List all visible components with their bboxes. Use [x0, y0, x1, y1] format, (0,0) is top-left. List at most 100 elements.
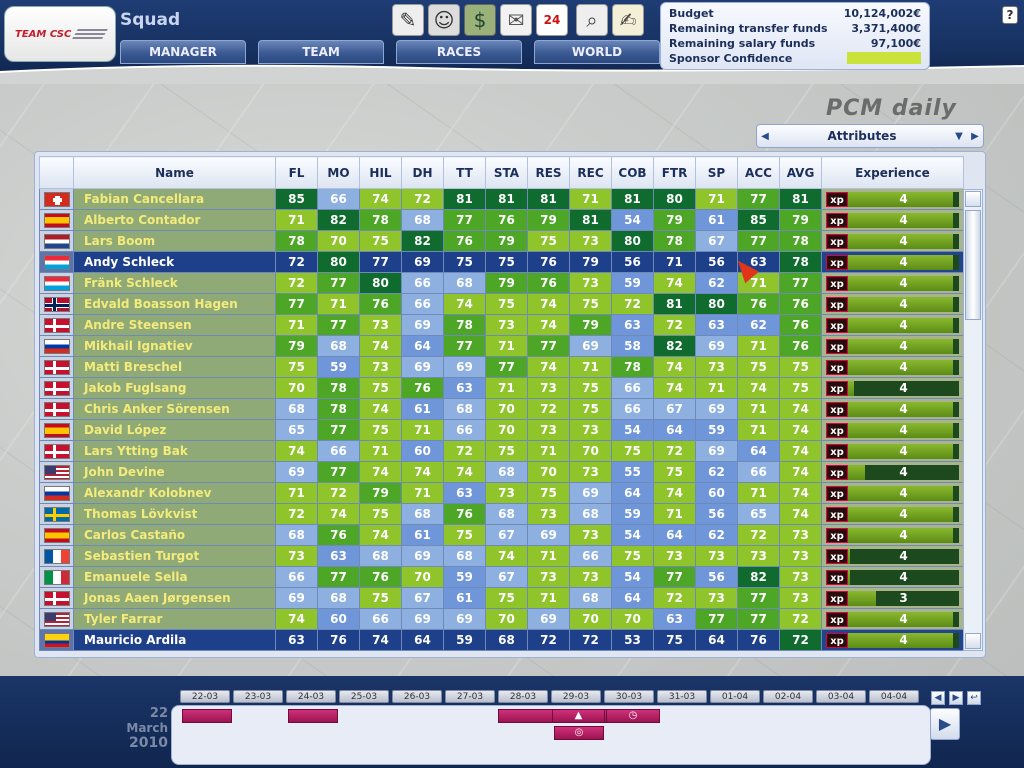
column-header-experience[interactable]: Experience — [821, 156, 964, 189]
column-header-sta[interactable]: STA — [485, 156, 528, 189]
help-button[interactable]: ? — [1002, 6, 1018, 24]
rider-row[interactable]: Lars Boom 78 70 75 82 76 79 75 73 80 78 67 77 78 xp 4 — [39, 230, 964, 252]
calendar-icon[interactable]: 24 — [536, 4, 568, 36]
rider-name[interactable]: Carlos Castaño — [73, 524, 276, 546]
nav-manager-button[interactable]: MANAGER — [120, 40, 246, 64]
rider-row[interactable]: Thomas Lövkvist 72 74 75 68 76 68 73 68 59 71 56 65 7… — [39, 503, 964, 525]
notes-icon[interactable]: ✍ — [612, 4, 644, 36]
column-header-hil[interactable]: HIL — [359, 156, 402, 189]
rider-name[interactable]: Chris Anker Sörensen — [73, 398, 276, 420]
calendar-return-icon[interactable]: ↩ — [967, 691, 981, 705]
calendar-date[interactable]: 22-03 — [180, 690, 230, 703]
calendar-date[interactable]: 29-03 — [551, 690, 601, 703]
rider-row[interactable]: Lars Ytting Bak 74 66 71 60 72 75 71 70 75 72 69 64 7… — [39, 440, 964, 462]
rider-name[interactable]: Tyler Farrar — [73, 608, 276, 630]
calendar-date[interactable]: 24-03 — [286, 690, 336, 703]
rider-row[interactable]: John Devine 69 77 74 74 74 68 70 73 55 75 62 66 74 xp 4 — [39, 461, 964, 483]
scroll-up-arrow-icon[interactable] — [965, 191, 981, 207]
column-header-flag[interactable] — [39, 156, 74, 189]
rider-name[interactable]: Andy Schleck — [73, 251, 276, 273]
rider-row[interactable]: Sebastien Turgot 73 63 68 69 68 74 71 66 75 73 73 73… — [39, 545, 964, 567]
nav-races-button[interactable]: RACES — [396, 40, 522, 64]
column-header-acc[interactable]: ACC — [737, 156, 780, 189]
rider-row[interactable]: Jakob Fuglsang 70 78 75 76 63 71 73 75 66 74 71 74 75… — [39, 377, 964, 399]
rider-name[interactable]: Jonas Aaen Jørgensen — [73, 587, 276, 609]
calendar-prev-icon[interactable]: ◀ — [931, 691, 945, 705]
nav-world-button[interactable]: WORLD — [534, 40, 660, 64]
column-header-fl[interactable]: FL — [275, 156, 318, 189]
rider-name[interactable]: Matti Breschel — [73, 356, 276, 378]
team-car-icon[interactable]: ▲ — [552, 709, 605, 723]
column-header-mo[interactable]: MO — [317, 156, 360, 189]
calendar-date[interactable]: 23-03 — [233, 690, 283, 703]
mail-icon[interactable]: ✉ — [500, 4, 532, 36]
rider-name[interactable]: Mauricio Ardila — [73, 629, 276, 651]
rider-row[interactable]: Fränk Schleck 72 77 80 66 68 79 76 73 59 74 62 71 77 x… — [39, 272, 964, 294]
rider-name[interactable]: Lars Ytting Bak — [73, 440, 276, 462]
calendar-date[interactable]: 04-04 — [869, 690, 919, 703]
column-header-avg[interactable]: AVG — [779, 156, 822, 189]
calendar-date[interactable]: 30-03 — [604, 690, 654, 703]
rider-name[interactable]: Alexandr Kolobnev — [73, 482, 276, 504]
rider-row[interactable]: Emanuele Sella 66 77 76 70 59 67 73 73 54 77 56 82 73… — [39, 566, 964, 588]
rider-name[interactable]: Mikhail Ignatiev — [73, 335, 276, 357]
clock-icon[interactable]: ◷ — [606, 709, 660, 723]
rider-name[interactable]: John Devine — [73, 461, 276, 483]
rider-name[interactable]: David López — [73, 419, 276, 441]
nav-team-button[interactable]: TEAM — [258, 40, 384, 64]
chevron-down-icon[interactable]: ▼ — [955, 130, 963, 142]
rider-row[interactable]: Mauricio Ardila 63 76 74 64 59 68 72 72 53 75 64 76 7… — [39, 629, 964, 651]
rider-row[interactable]: Alberto Contador 71 82 78 68 77 76 79 81 54 79 61 85… — [39, 209, 964, 231]
column-header-cob[interactable]: COB — [611, 156, 654, 189]
calendar-date[interactable]: 02-04 — [763, 690, 813, 703]
race-event[interactable] — [288, 709, 338, 723]
calendar-date[interactable]: 28-03 — [498, 690, 548, 703]
column-header-res[interactable]: RES — [527, 156, 570, 189]
search-icon[interactable]: ⌕ — [576, 4, 608, 36]
column-header-tt[interactable]: TT — [443, 156, 486, 189]
calendar-next-icon[interactable]: ▶ — [949, 691, 963, 705]
prev-view-arrow-icon[interactable]: ◀ — [761, 130, 769, 142]
column-header-rec[interactable]: REC — [569, 156, 612, 189]
rider-name[interactable]: Alberto Contador — [73, 209, 276, 231]
rider-name[interactable]: Fabian Cancellara — [73, 188, 276, 210]
rider-row[interactable]: Alexandr Kolobnev 71 72 79 71 63 73 75 69 64 74 60 7… — [39, 482, 964, 504]
rider-name[interactable]: Fränk Schleck — [73, 272, 276, 294]
rider-row[interactable]: Andre Steensen 71 77 73 69 78 73 74 79 63 72 63 62 76… — [39, 314, 964, 336]
rider-row[interactable]: Andy Schleck 72 80 77 69 75 75 76 79 56 71 56 63 78 xp… — [39, 251, 964, 273]
rider-name[interactable]: Andre Steensen — [73, 314, 276, 336]
scroll-down-arrow-icon[interactable] — [965, 633, 981, 649]
rider-row[interactable]: Mikhail Ignatiev 79 68 74 64 77 71 77 69 58 82 69 71… — [39, 335, 964, 357]
training-camp-icon[interactable]: ◎ — [554, 726, 604, 740]
rider-name[interactable]: Thomas Lövkvist — [73, 503, 276, 525]
calendar-date[interactable]: 25-03 — [339, 690, 389, 703]
rider-row[interactable]: Tyler Farrar 74 60 66 69 69 70 69 70 70 63 77 77 72 xp… — [39, 608, 964, 630]
column-header-sp[interactable]: SP — [695, 156, 738, 189]
next-view-arrow-icon[interactable]: ▶ — [971, 130, 979, 142]
rider-row[interactable]: Matti Breschel 75 59 73 69 69 77 74 71 78 74 73 75 75… — [39, 356, 964, 378]
rider-row[interactable]: David López 65 77 75 71 66 70 73 73 54 64 59 71 74 xp 4 — [39, 419, 964, 441]
rider-name[interactable]: Lars Boom — [73, 230, 276, 252]
calendar-date[interactable]: 26-03 — [392, 690, 442, 703]
rider-name[interactable]: Edvald Boasson Hagen — [73, 293, 276, 315]
rider-row[interactable]: Fabian Cancellara 85 66 74 72 81 81 81 71 81 80 71 7… — [39, 188, 964, 210]
rider-row[interactable]: Jonas Aaen Jørgensen 69 68 75 67 61 75 71 68 64 72… — [39, 587, 964, 609]
scrollbar-thumb[interactable] — [965, 210, 981, 320]
attribute-selector[interactable]: ◀ Attributes ▼ ▶ — [756, 124, 984, 148]
contract-icon[interactable]: ✎ — [392, 4, 424, 36]
calendar-date[interactable]: 27-03 — [445, 690, 495, 703]
rider-name[interactable]: Sebastien Turgot — [73, 545, 276, 567]
rider-name[interactable]: Jakob Fuglsang — [73, 377, 276, 399]
race-event[interactable] — [182, 709, 232, 723]
table-scrollbar[interactable] — [963, 189, 983, 651]
finance-icon[interactable]: $ — [464, 4, 496, 36]
calendar-date[interactable]: 03-04 — [816, 690, 866, 703]
rider-row[interactable]: Carlos Castaño 68 76 74 61 75 67 69 73 54 64 62 72 73… — [39, 524, 964, 546]
rider-row[interactable]: Chris Anker Sörensen 68 78 74 61 68 70 72 75 66 67… — [39, 398, 964, 420]
continue-play-button[interactable]: ▶ — [930, 708, 960, 740]
rider-row[interactable]: Edvald Boasson Hagen 77 71 76 66 74 75 74 75 72 81… — [39, 293, 964, 315]
column-header-dh[interactable]: DH — [401, 156, 444, 189]
rider-icon[interactable]: ☺ — [428, 4, 460, 36]
column-header-name[interactable]: Name — [73, 156, 276, 189]
column-header-ftr[interactable]: FTR — [653, 156, 696, 189]
